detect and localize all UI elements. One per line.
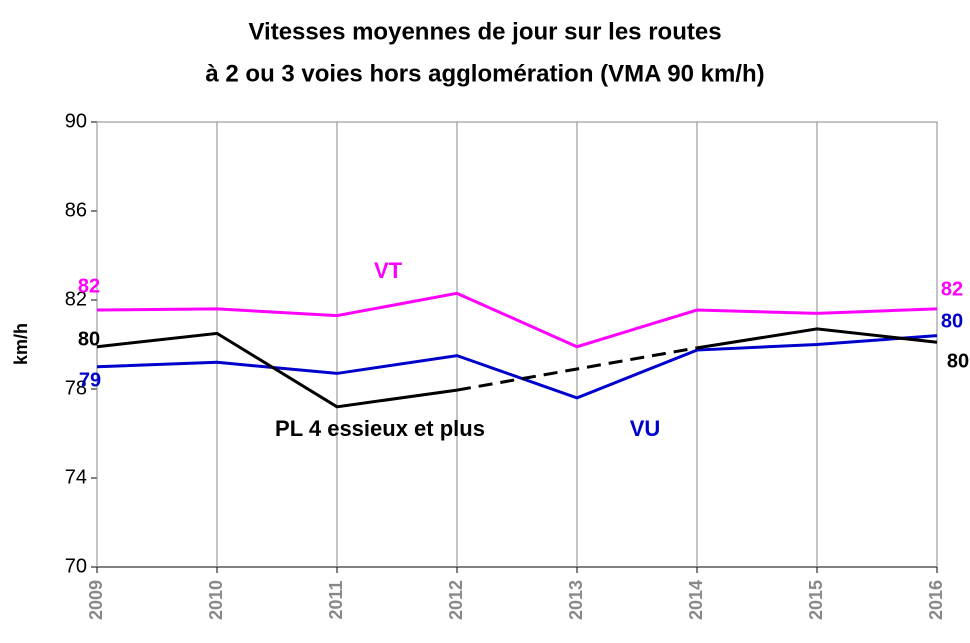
y-axis-label: km/h [11,323,31,365]
series-name: PL 4 essieux et plus [275,416,485,441]
series-name: VU [630,416,661,441]
series-name: VT [374,258,403,283]
x-tick-label: 2016 [926,580,946,620]
y-tick-label: 90 [65,110,87,132]
value-label: 80 [78,328,100,350]
chart-title: Vitesses moyennes de jour sur les routes [248,18,721,45]
series-line [96,331,458,409]
series-line [96,334,938,400]
y-tick-label: 78 [65,377,87,399]
y-tick-label: 86 [65,199,87,221]
x-tick-label: 2013 [566,580,586,620]
y-tick-label: 82 [65,288,87,310]
series-line [696,327,938,350]
x-tick-label: 2014 [686,580,706,620]
x-tick-label: 2012 [446,580,466,620]
series-line [96,291,938,349]
value-label: 80 [941,310,963,332]
x-tick-label: 2009 [86,580,106,620]
series-line [456,346,698,392]
x-tick-label: 2015 [806,580,826,620]
y-tick-label: 70 [65,555,87,577]
chart-title: à 2 ou 3 voies hors agglomération (VMA 9… [205,60,764,87]
x-tick-label: 2010 [206,580,226,620]
x-tick-label: 2011 [326,580,346,619]
value-label: 82 [78,275,100,297]
value-label: 82 [941,278,963,300]
y-tick-label: 74 [65,466,87,488]
value-label: 80 [947,350,969,372]
value-label: 79 [79,369,101,391]
